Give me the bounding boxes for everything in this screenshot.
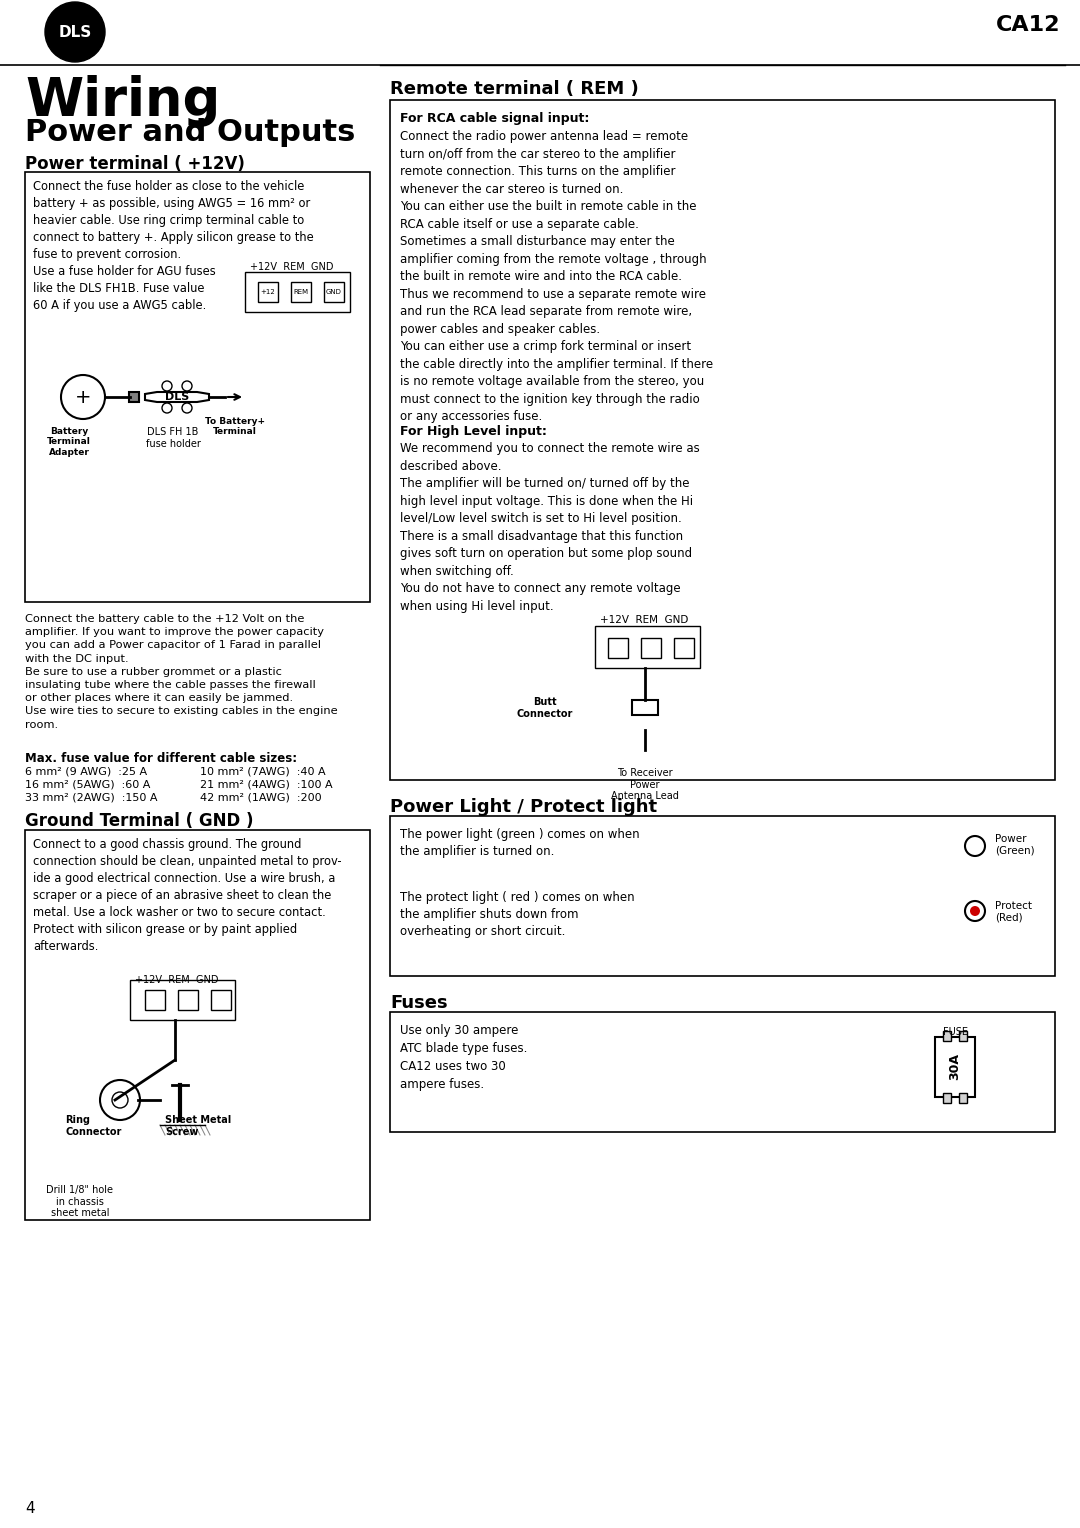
Bar	[25, 173, 370, 602]
Bar	[129, 393, 139, 402]
Text: GND: GND	[326, 289, 342, 295]
Text: Max. fuse value for different cable sizes:: Max. fuse value for different cable size…	[25, 752, 297, 766]
Bar	[959, 1031, 967, 1041]
Bar	[145, 990, 165, 1010]
Text: Remote terminal ( REM ): Remote terminal ( REM )	[390, 79, 638, 98]
Text: Ring
Connector: Ring Connector	[65, 1115, 121, 1137]
Bar	[935, 1038, 975, 1097]
Bar	[258, 283, 278, 303]
Bar	[674, 639, 694, 659]
Text: DLS FH 1B
fuse holder: DLS FH 1B fuse holder	[146, 426, 201, 449]
Text: +: +	[75, 388, 91, 406]
Text: We recommend you to connect the remote wire as
described above.
The amplifier wi: We recommend you to connect the remote w…	[400, 442, 700, 613]
Bar	[390, 1012, 1055, 1132]
Text: DLS: DLS	[165, 393, 189, 402]
Text: Connect the battery cable to the +12 Volt on the
amplifier. If you want to impro: Connect the battery cable to the +12 Vol…	[25, 614, 338, 729]
Text: 42 mm² (1AWG)  :200: 42 mm² (1AWG) :200	[200, 792, 322, 802]
Text: The protect light ( red ) comes on when
the amplifier shuts down from
overheatin: The protect light ( red ) comes on when …	[400, 891, 635, 938]
Text: +12V  REM  GND: +12V REM GND	[249, 261, 334, 272]
Text: Sheet Metal
Screw: Sheet Metal Screw	[165, 1115, 231, 1137]
Text: Battery
Terminal
Adapter: Battery Terminal Adapter	[48, 426, 91, 457]
Text: Power
(Green): Power (Green)	[995, 834, 1035, 856]
Text: 30A: 30A	[948, 1053, 961, 1080]
Bar	[324, 283, 345, 303]
Text: 33 mm² (2AWG)  :150 A: 33 mm² (2AWG) :150 A	[25, 792, 158, 802]
Bar	[245, 272, 350, 312]
Text: FUSE: FUSE	[943, 1027, 968, 1038]
Circle shape	[970, 906, 980, 915]
Text: +12V  REM  GND: +12V REM GND	[135, 975, 218, 986]
Text: Butt
Connector: Butt Connector	[517, 697, 573, 718]
Text: 6 mm² (9 AWG)  :25 A: 6 mm² (9 AWG) :25 A	[25, 766, 147, 776]
Bar	[211, 990, 231, 1010]
Circle shape	[45, 2, 105, 63]
Bar	[178, 990, 198, 1010]
Text: Connect the fuse holder as close to the vehicle
battery + as possible, using AWG: Connect the fuse holder as close to the …	[33, 180, 314, 312]
Text: Power terminal ( +12V): Power terminal ( +12V)	[25, 154, 245, 173]
Text: +12: +12	[260, 289, 275, 295]
Text: Protect
(Red): Protect (Red)	[995, 902, 1032, 923]
Bar	[130, 979, 235, 1021]
Text: Ground Terminal ( GND ): Ground Terminal ( GND )	[25, 811, 254, 830]
Bar	[390, 99, 1055, 779]
Text: Connect to a good chassis ground. The ground
connection should be clean, unpaint: Connect to a good chassis ground. The gr…	[33, 837, 341, 953]
Polygon shape	[145, 393, 210, 402]
Text: CA12: CA12	[996, 15, 1059, 35]
Bar	[943, 1031, 951, 1041]
Bar	[959, 1093, 967, 1103]
Text: 16 mm² (5AWG)  :60 A: 16 mm² (5AWG) :60 A	[25, 779, 150, 788]
Bar	[291, 283, 311, 303]
Text: Drill 1/8" hole
in chassis
sheet metal: Drill 1/8" hole in chassis sheet metal	[46, 1186, 113, 1218]
Bar	[943, 1093, 951, 1103]
Text: Wiring: Wiring	[25, 75, 220, 127]
Text: To Receiver
Power
Antenna Lead: To Receiver Power Antenna Lead	[611, 769, 679, 801]
Bar	[632, 700, 658, 715]
Text: The power light (green ) comes on when
the amplifier is turned on.: The power light (green ) comes on when t…	[400, 828, 639, 859]
Bar	[390, 816, 1055, 976]
Text: REM: REM	[294, 289, 309, 295]
Text: Connect the radio power antenna lead = remote
turn on/off from the car stereo to: Connect the radio power antenna lead = r…	[400, 130, 713, 423]
Text: To Battery+
Terminal: To Battery+ Terminal	[205, 417, 265, 437]
Text: 10 mm² (7AWG)  :40 A: 10 mm² (7AWG) :40 A	[200, 766, 326, 776]
Text: DLS: DLS	[58, 24, 92, 40]
Text: Fuses: Fuses	[390, 995, 447, 1012]
Text: 4: 4	[25, 1500, 35, 1516]
Text: For High Level input:: For High Level input:	[400, 425, 546, 439]
Text: Use only 30 ampere
ATC blade type fuses.
CA12 uses two 30
ampere fuses.: Use only 30 ampere ATC blade type fuses.…	[400, 1024, 527, 1091]
Bar	[595, 626, 700, 668]
Text: For RCA cable signal input:: For RCA cable signal input:	[400, 112, 590, 125]
Text: 21 mm² (4AWG)  :100 A: 21 mm² (4AWG) :100 A	[200, 779, 333, 788]
Text: Power and Outputs: Power and Outputs	[25, 118, 355, 147]
Text: +12V  REM  GND: +12V REM GND	[600, 614, 688, 625]
Bar	[25, 830, 370, 1219]
Bar	[608, 639, 627, 659]
Text: Power Light / Protect light: Power Light / Protect light	[390, 798, 657, 816]
Bar	[642, 639, 661, 659]
